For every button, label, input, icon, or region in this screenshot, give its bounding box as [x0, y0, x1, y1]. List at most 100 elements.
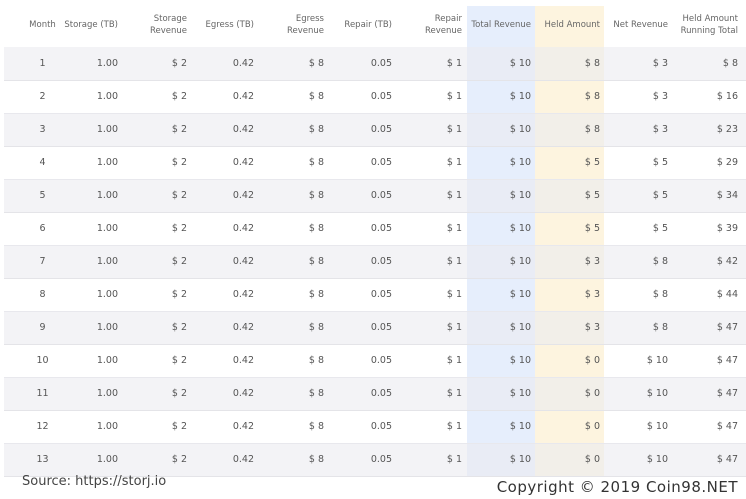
table-cell: $ 8 [308, 454, 324, 465]
header-cell: Repair Revenue [424, 14, 462, 36]
table-cell: 1 [39, 58, 46, 69]
table-cell: $ 10 [509, 454, 531, 465]
table-cell: 0.05 [370, 454, 392, 465]
table-cell: $ 1 [446, 124, 462, 135]
header-cell: Egress (TB) [205, 20, 254, 30]
table-cell: 1.00 [96, 289, 118, 300]
table-cell: $ 10 [646, 421, 668, 432]
table-cell: $ 8 [308, 388, 324, 399]
table-cell: $ 10 [509, 421, 531, 432]
header-cell: Repair (TB) [344, 20, 392, 30]
table-cell: $ 47 [716, 388, 738, 399]
table-cell: $ 10 [509, 388, 531, 399]
table-cell: 1.00 [96, 322, 118, 333]
table-cell: 0.42 [232, 91, 254, 102]
table-cell: $ 8 [308, 289, 324, 300]
table-cell: $ 10 [509, 190, 531, 201]
table-cell: $ 5 [584, 223, 600, 234]
table-cell: $ 10 [509, 223, 531, 234]
table-cell: $ 2 [171, 91, 187, 102]
table-cell: 6 [39, 223, 46, 234]
table-cell: $ 8 [652, 322, 668, 333]
table-cell: $ 8 [308, 91, 324, 102]
table-cell: $ 2 [171, 157, 187, 168]
table-cell: $ 5 [652, 223, 668, 234]
table-cell: 2 [39, 91, 46, 102]
table-cell: $ 10 [509, 322, 531, 333]
table-cell: $ 2 [171, 223, 187, 234]
table-cell: $ 2 [171, 124, 187, 135]
table-cell: 3 [39, 124, 46, 135]
table-cell: $ 2 [171, 421, 187, 432]
table-cell: $ 0 [584, 454, 600, 465]
header-cell: Month [29, 20, 56, 30]
table-cell: $ 2 [171, 355, 187, 366]
table-cell: $ 2 [171, 454, 187, 465]
table-cell: $ 8 [308, 223, 324, 234]
table-cell: $ 10 [509, 355, 531, 366]
table-cell: 1.00 [96, 355, 118, 366]
table-cell: 0.05 [370, 388, 392, 399]
table-cell: 1.00 [96, 388, 118, 399]
table-cell: $ 47 [716, 454, 738, 465]
table-cell: $ 0 [584, 421, 600, 432]
header-cell: Held Amount Running Total [680, 14, 738, 36]
table-cell: 0.42 [232, 223, 254, 234]
table-cell: $ 1 [446, 91, 462, 102]
copyright: Copyright © 2019 Coin98.NET [496, 478, 738, 496]
table-cell: $ 1 [446, 289, 462, 300]
table-cell: $ 10 [509, 58, 531, 69]
table-row [4, 443, 746, 477]
table-cell: $ 8 [652, 289, 668, 300]
table-row [4, 113, 746, 147]
table-cell: $ 10 [646, 355, 668, 366]
table-row [4, 179, 746, 213]
table-cell: $ 8 [308, 190, 324, 201]
header-cell: Net Revenue [613, 20, 668, 30]
table-cell: 0.05 [370, 223, 392, 234]
table-cell: 0.05 [370, 256, 392, 267]
table-cell: $ 1 [446, 256, 462, 267]
table-cell: $ 10 [646, 388, 668, 399]
table-cell: 0.05 [370, 322, 392, 333]
table-cell: 1.00 [96, 157, 118, 168]
table-cell: $ 10 [509, 91, 531, 102]
table-cell: $ 10 [509, 256, 531, 267]
table-row [4, 245, 746, 279]
table-cell: 0.05 [370, 124, 392, 135]
table-cell: 0.42 [232, 256, 254, 267]
table-cell: 0.42 [232, 355, 254, 366]
table-cell: 0.42 [232, 157, 254, 168]
table-cell: $ 8 [584, 124, 600, 135]
table-cell: $ 1 [446, 388, 462, 399]
table-cell: $ 8 [308, 157, 324, 168]
table-cell: 1.00 [96, 124, 118, 135]
table-cell: 0.05 [370, 421, 392, 432]
table-cell: $ 8 [308, 256, 324, 267]
table-cell: $ 0 [584, 388, 600, 399]
table-cell: $ 3 [652, 91, 668, 102]
table-cell: $ 1 [446, 223, 462, 234]
table-row [4, 311, 746, 345]
table-cell: $ 8 [308, 322, 324, 333]
table-cell: $ 3 [584, 256, 600, 267]
table-cell: $ 16 [716, 91, 738, 102]
table-row [4, 47, 746, 81]
table-cell: 0.42 [232, 322, 254, 333]
header-cell: Total Revenue [471, 20, 531, 30]
header-cell: Egress Revenue [286, 14, 324, 36]
table-cell: $ 47 [716, 322, 738, 333]
table-cell: 0.42 [232, 289, 254, 300]
table-cell: $ 8 [584, 91, 600, 102]
table-cell: $ 23 [716, 124, 738, 135]
table-cell: $ 3 [652, 58, 668, 69]
table-cell: $ 10 [509, 289, 531, 300]
table-cell: 0.05 [370, 190, 392, 201]
table-cell: 1.00 [96, 190, 118, 201]
header-cell: Storage Revenue [149, 14, 187, 36]
source: Source: https://storj.io [22, 474, 167, 489]
table-cell: $ 1 [446, 355, 462, 366]
table-cell: $ 1 [446, 421, 462, 432]
table-cell: $ 34 [716, 190, 738, 201]
table-cell: $ 2 [171, 256, 187, 267]
